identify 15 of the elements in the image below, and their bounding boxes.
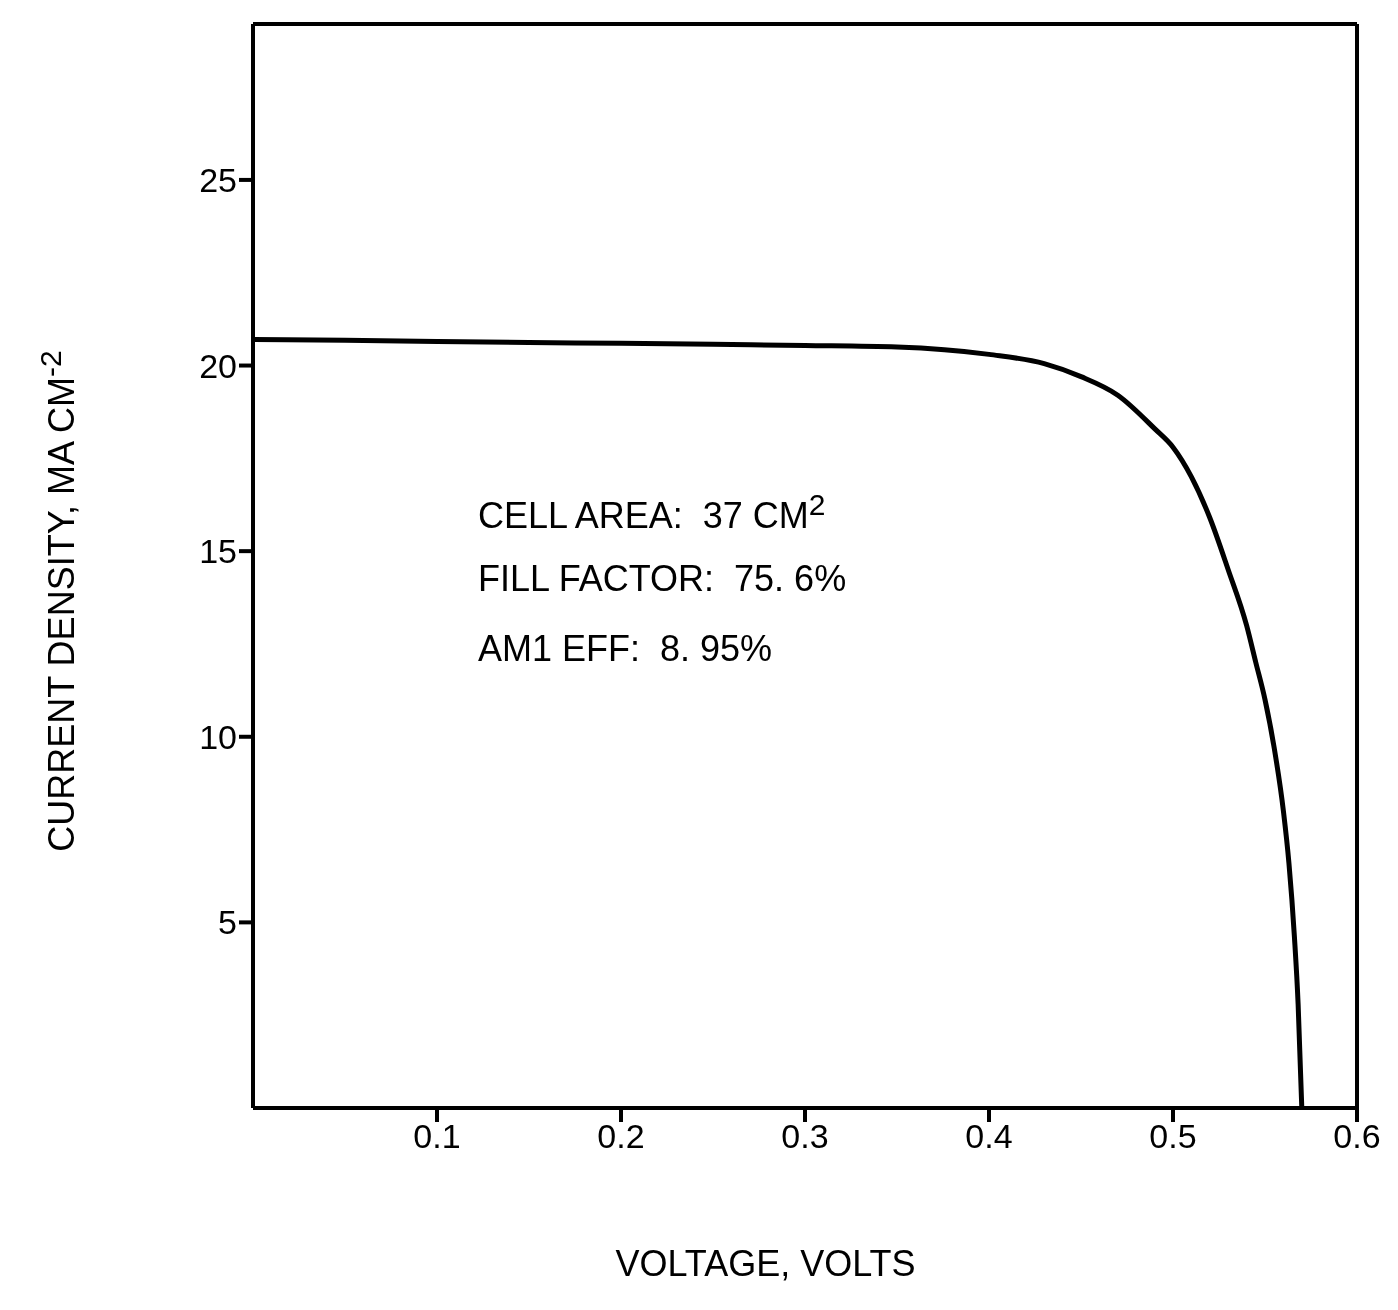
annotation: CELL AREA: 37 CM$^{2}$ [478,488,826,537]
y-tick-label: 5 [218,903,237,942]
x-tick-label: 0.6 [1333,1117,1381,1156]
x-tick-label: 0.4 [965,1117,1013,1156]
x-axis-title: VOLTAGE, VOLTS [614,1243,917,1285]
y-tick-label: 15 [199,532,237,571]
annotation: FILL FACTOR: 75. 6% [478,558,847,600]
x-tick-label: 0.2 [597,1117,645,1156]
y-tick-label: 10 [199,717,237,756]
x-tick-label: 0.5 [1149,1117,1197,1156]
x-tick-label: 0.3 [781,1117,829,1156]
y-tick-label: 25 [199,160,237,199]
y-tick-label: 20 [199,346,237,385]
x-tick-label: 0.1 [413,1117,461,1156]
annotation: AM1 EFF: 8. 95% [478,628,773,670]
